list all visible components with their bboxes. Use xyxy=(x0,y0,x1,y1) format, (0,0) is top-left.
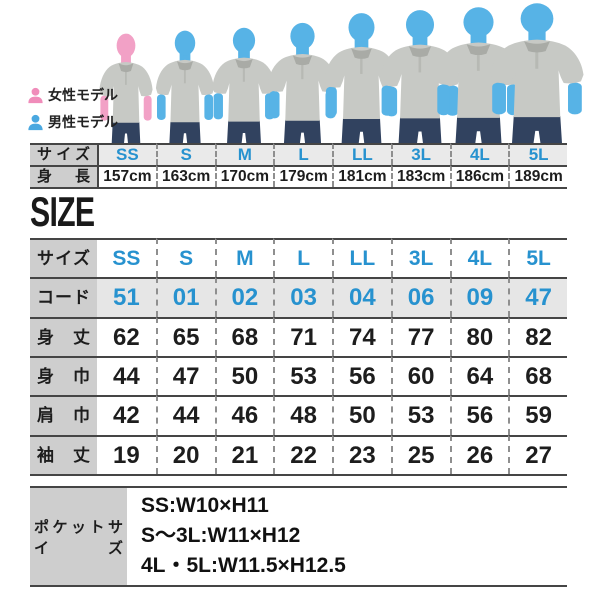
pocket-size-line: S〜3L:W11×H12 xyxy=(141,524,301,547)
size-cell: S xyxy=(155,143,215,165)
table-cell: 80 xyxy=(449,316,509,356)
table-cell: 25 xyxy=(390,434,450,474)
height-cell: 183cm xyxy=(390,165,450,187)
height-cell: 189cm xyxy=(508,165,567,187)
height-table-size-label: サイズ xyxy=(30,143,97,165)
table-cell: 21 xyxy=(214,434,274,474)
table-cell: 44 xyxy=(155,395,215,435)
row-label-shoulder-width: 肩巾 xyxy=(30,395,97,435)
size-cell: 4L xyxy=(449,143,509,165)
pocket-size-label-text: ポケットサイズ xyxy=(34,518,123,557)
table-cell: LL xyxy=(332,238,391,278)
table-cell: S xyxy=(155,238,215,278)
table-cell: 62 xyxy=(97,316,156,356)
table-cell: 19 xyxy=(97,434,156,474)
legend-male: 男性モデル xyxy=(27,111,118,133)
row-label-sleeve-length: 袖丈 xyxy=(30,434,97,474)
table-cell: 77 xyxy=(390,316,450,356)
pocket-size-line: 4L・5L:W11.5×H12.5 xyxy=(141,554,346,577)
height-table: サイズ SS S M L LL 3L 4L 5L 身長 157cm 163cm … xyxy=(30,143,567,189)
table-cell: 44 xyxy=(97,355,156,396)
table-cell: 68 xyxy=(214,316,274,356)
table-cell: 46 xyxy=(214,395,274,435)
table-cell: 50 xyxy=(214,355,274,396)
model-figure-5l xyxy=(481,0,593,143)
row-label-size: サイズ xyxy=(30,238,97,278)
height-cell: 179cm xyxy=(273,165,332,187)
table-cell: 68 xyxy=(508,355,567,396)
table-cell: 47 xyxy=(508,277,567,317)
table-cell: 3L xyxy=(390,238,450,278)
table-cell: 50 xyxy=(332,395,391,435)
table-cell: 03 xyxy=(273,277,332,317)
size-cell: 5L xyxy=(508,143,567,165)
size-cell: 3L xyxy=(390,143,450,165)
row-label-code: コード xyxy=(30,277,97,317)
size-spec-table: サイズ SS S M L LL 3L 4L 5L コード 51 01 02 03… xyxy=(30,238,567,476)
table-cell: 4L xyxy=(449,238,509,278)
size-section-title: SIZE xyxy=(30,188,95,235)
table-cell: 27 xyxy=(508,434,567,474)
table-cell: 71 xyxy=(273,316,332,356)
model-legend: 女性モデル 男性モデル xyxy=(27,84,118,138)
table-cell: 02 xyxy=(214,277,274,317)
height-cell: 170cm xyxy=(214,165,274,187)
pocket-size-line: SS:W10×H11 xyxy=(141,494,269,517)
pocket-size-values: SS:W10×H11 S〜3L:W11×H12 4L・5L:W11.5×H12.… xyxy=(127,488,567,585)
size-cell: SS xyxy=(97,143,156,165)
table-cell: 04 xyxy=(332,277,391,317)
table-cell: 01 xyxy=(155,277,215,317)
legend-female: 女性モデル xyxy=(27,84,118,106)
height-cell: 157cm xyxy=(97,165,156,187)
table-cell: 48 xyxy=(273,395,332,435)
female-model-icon xyxy=(28,87,43,103)
height-cell: 181cm xyxy=(332,165,391,187)
table-cell: 09 xyxy=(449,277,509,317)
table-cell: 20 xyxy=(155,434,215,474)
table-cell: 56 xyxy=(332,355,391,396)
size-cell: M xyxy=(214,143,274,165)
size-cell: L xyxy=(273,143,332,165)
table-cell: 42 xyxy=(97,395,156,435)
pocket-size-label: ポケットサイズ xyxy=(30,488,127,585)
table-cell: L xyxy=(273,238,332,278)
table-cell: 22 xyxy=(273,434,332,474)
table-cell: 82 xyxy=(508,316,567,356)
pocket-size-table: ポケットサイズ SS:W10×H11 S〜3L:W11×H12 4L・5L:W1… xyxy=(30,486,567,587)
table-cell: 64 xyxy=(449,355,509,396)
male-model-icon xyxy=(28,114,43,130)
table-cell: 47 xyxy=(155,355,215,396)
table-cell: 26 xyxy=(449,434,509,474)
table-cell: 65 xyxy=(155,316,215,356)
row-label-body-length: 身丈 xyxy=(30,316,97,356)
table-cell: 5L xyxy=(508,238,567,278)
size-cell: LL xyxy=(332,143,391,165)
row-label-body-width: 身巾 xyxy=(30,355,97,396)
table-cell: M xyxy=(214,238,274,278)
table-cell: 59 xyxy=(508,395,567,435)
legend-female-label: 女性モデル xyxy=(48,87,118,103)
table-cell: 74 xyxy=(332,316,391,356)
height-cell: 186cm xyxy=(449,165,509,187)
table-cell: 53 xyxy=(390,395,450,435)
table-cell: 60 xyxy=(390,355,450,396)
table-cell: 06 xyxy=(390,277,450,317)
table-cell: 56 xyxy=(449,395,509,435)
table-cell: SS xyxy=(97,238,156,278)
table-cell: 23 xyxy=(332,434,391,474)
height-cell: 163cm xyxy=(155,165,215,187)
table-cell: 51 xyxy=(97,277,156,317)
legend-male-label: 男性モデル xyxy=(48,114,118,130)
table-cell: 53 xyxy=(273,355,332,396)
height-table-height-label: 身長 xyxy=(30,165,97,187)
